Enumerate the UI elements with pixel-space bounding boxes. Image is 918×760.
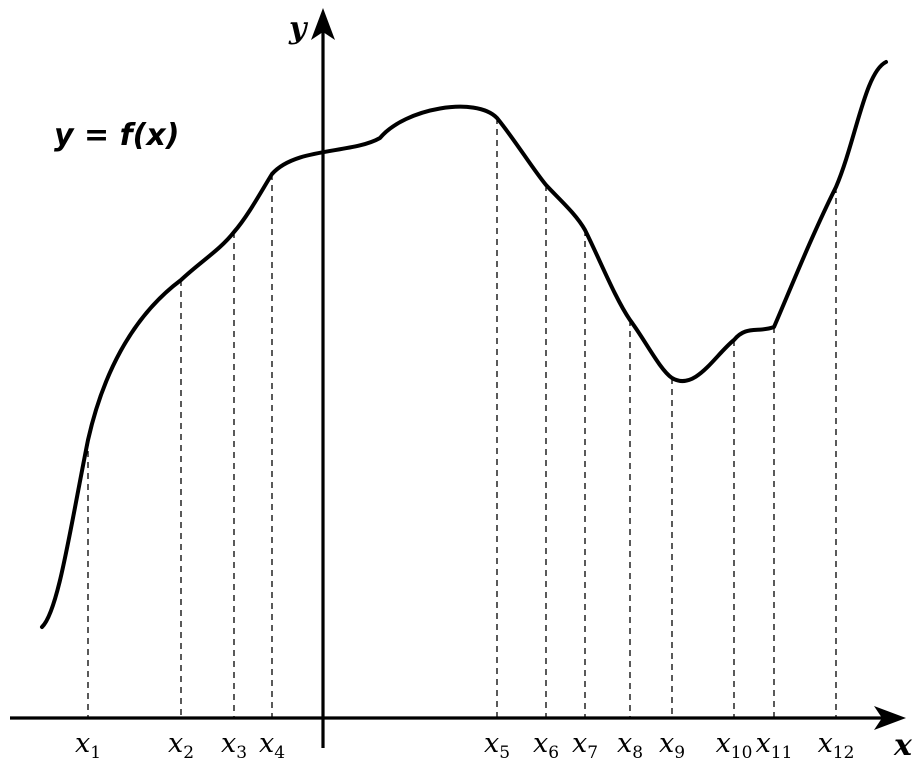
tick-label-x7: x7 [572,728,598,760]
tick-label-x3: x3 [221,728,247,760]
tick-subscript: 11 [771,743,793,760]
tick-variable: x [533,728,548,759]
function-curve [40,60,888,629]
tick-variable: x [716,728,731,759]
tick-variable: x [221,728,236,759]
tick-label-x5: x5 [484,728,510,760]
tick-variable: x [818,728,833,759]
tick-subscript: 6 [548,743,559,760]
x-axis-arrowhead [874,706,906,730]
tick-variable: x [659,728,674,759]
tick-label-x1: x1 [75,728,101,760]
dashed-guide-lines [87,118,837,718]
y-axis-label: y [288,11,309,46]
tick-subscript: 12 [833,743,855,760]
tick-subscript: 3 [236,743,247,760]
tick-variable: x [75,728,90,759]
tick-subscript: 9 [674,743,685,760]
x-axis-label: x [893,728,913,760]
tick-label-x10: x10 [716,728,753,760]
tick-label-x8: x8 [617,728,643,760]
tick-variable: x [617,728,632,759]
x-tick-labels: x1 x2 x3 x4 x5 x6 x7 x8 x9 x10 x11 x12 [75,728,854,760]
tick-label-x12: x12 [818,728,855,760]
tick-variable: x [756,728,771,759]
function-label: y = f(x) [54,118,179,153]
tick-variable: x [168,728,183,759]
tick-variable: x [572,728,587,759]
tick-label-x2: x2 [168,728,194,760]
y-axis-arrowhead [311,8,335,40]
tick-subscript: 5 [499,743,510,760]
tick-subscript: 1 [90,743,101,760]
tick-subscript: 7 [587,743,598,760]
tick-subscript: 2 [183,743,194,760]
tick-subscript: 10 [731,743,753,760]
tick-variable: x [484,728,499,759]
tick-variable: x [259,728,274,759]
tick-label-x4: x4 [259,728,285,760]
tick-subscript: 8 [632,743,643,760]
tick-label-x9: x9 [659,728,685,760]
tick-label-x6: x6 [533,728,559,760]
tick-subscript: 4 [274,743,285,760]
tick-label-x11: x11 [756,728,793,760]
